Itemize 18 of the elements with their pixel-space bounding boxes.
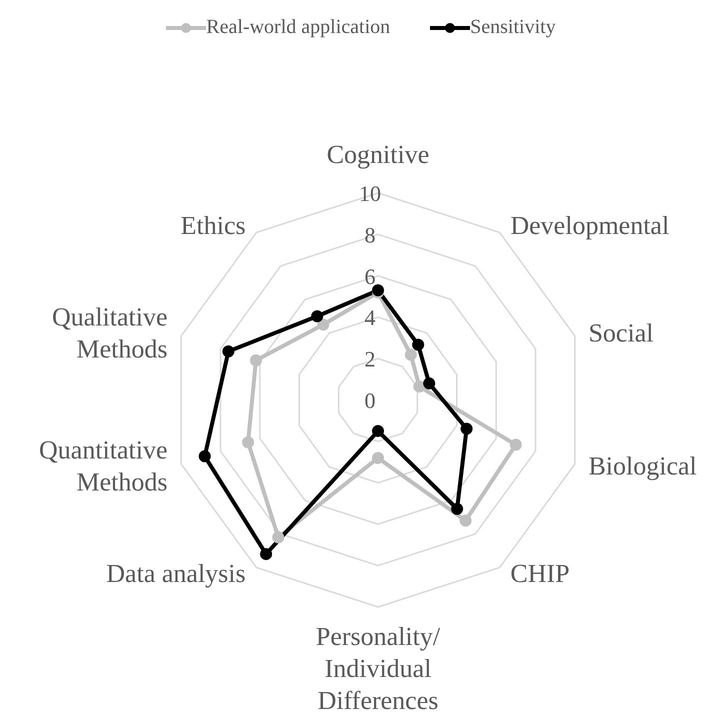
- spoke-label: Data analysis: [106, 558, 246, 588]
- y-tick-label: 0: [364, 388, 376, 413]
- y-tick-label: 4: [364, 305, 376, 330]
- y-tick-label: 6: [364, 264, 376, 289]
- spoke-label: Personality/ Individual Differences: [316, 622, 441, 715]
- spoke-label: Biological: [588, 451, 697, 480]
- spoke-label: Ethics: [180, 211, 246, 240]
- legend-label: Sensitivity: [470, 16, 556, 39]
- spoke-label: Qualitative Methods: [52, 302, 168, 364]
- spoke-label: CHIP: [510, 558, 570, 588]
- spoke-label: Quantitative Methods: [39, 435, 168, 496]
- spoke-label: Developmental: [510, 211, 670, 240]
- y-tick-label: 10: [359, 181, 381, 206]
- y-tick-label: 2: [364, 346, 376, 372]
- spoke-label: Social: [588, 318, 654, 348]
- y-tick-label: 8: [364, 222, 376, 248]
- legend-label: Real-world application: [206, 16, 390, 39]
- spoke-label: Cognitive: [326, 140, 430, 169]
